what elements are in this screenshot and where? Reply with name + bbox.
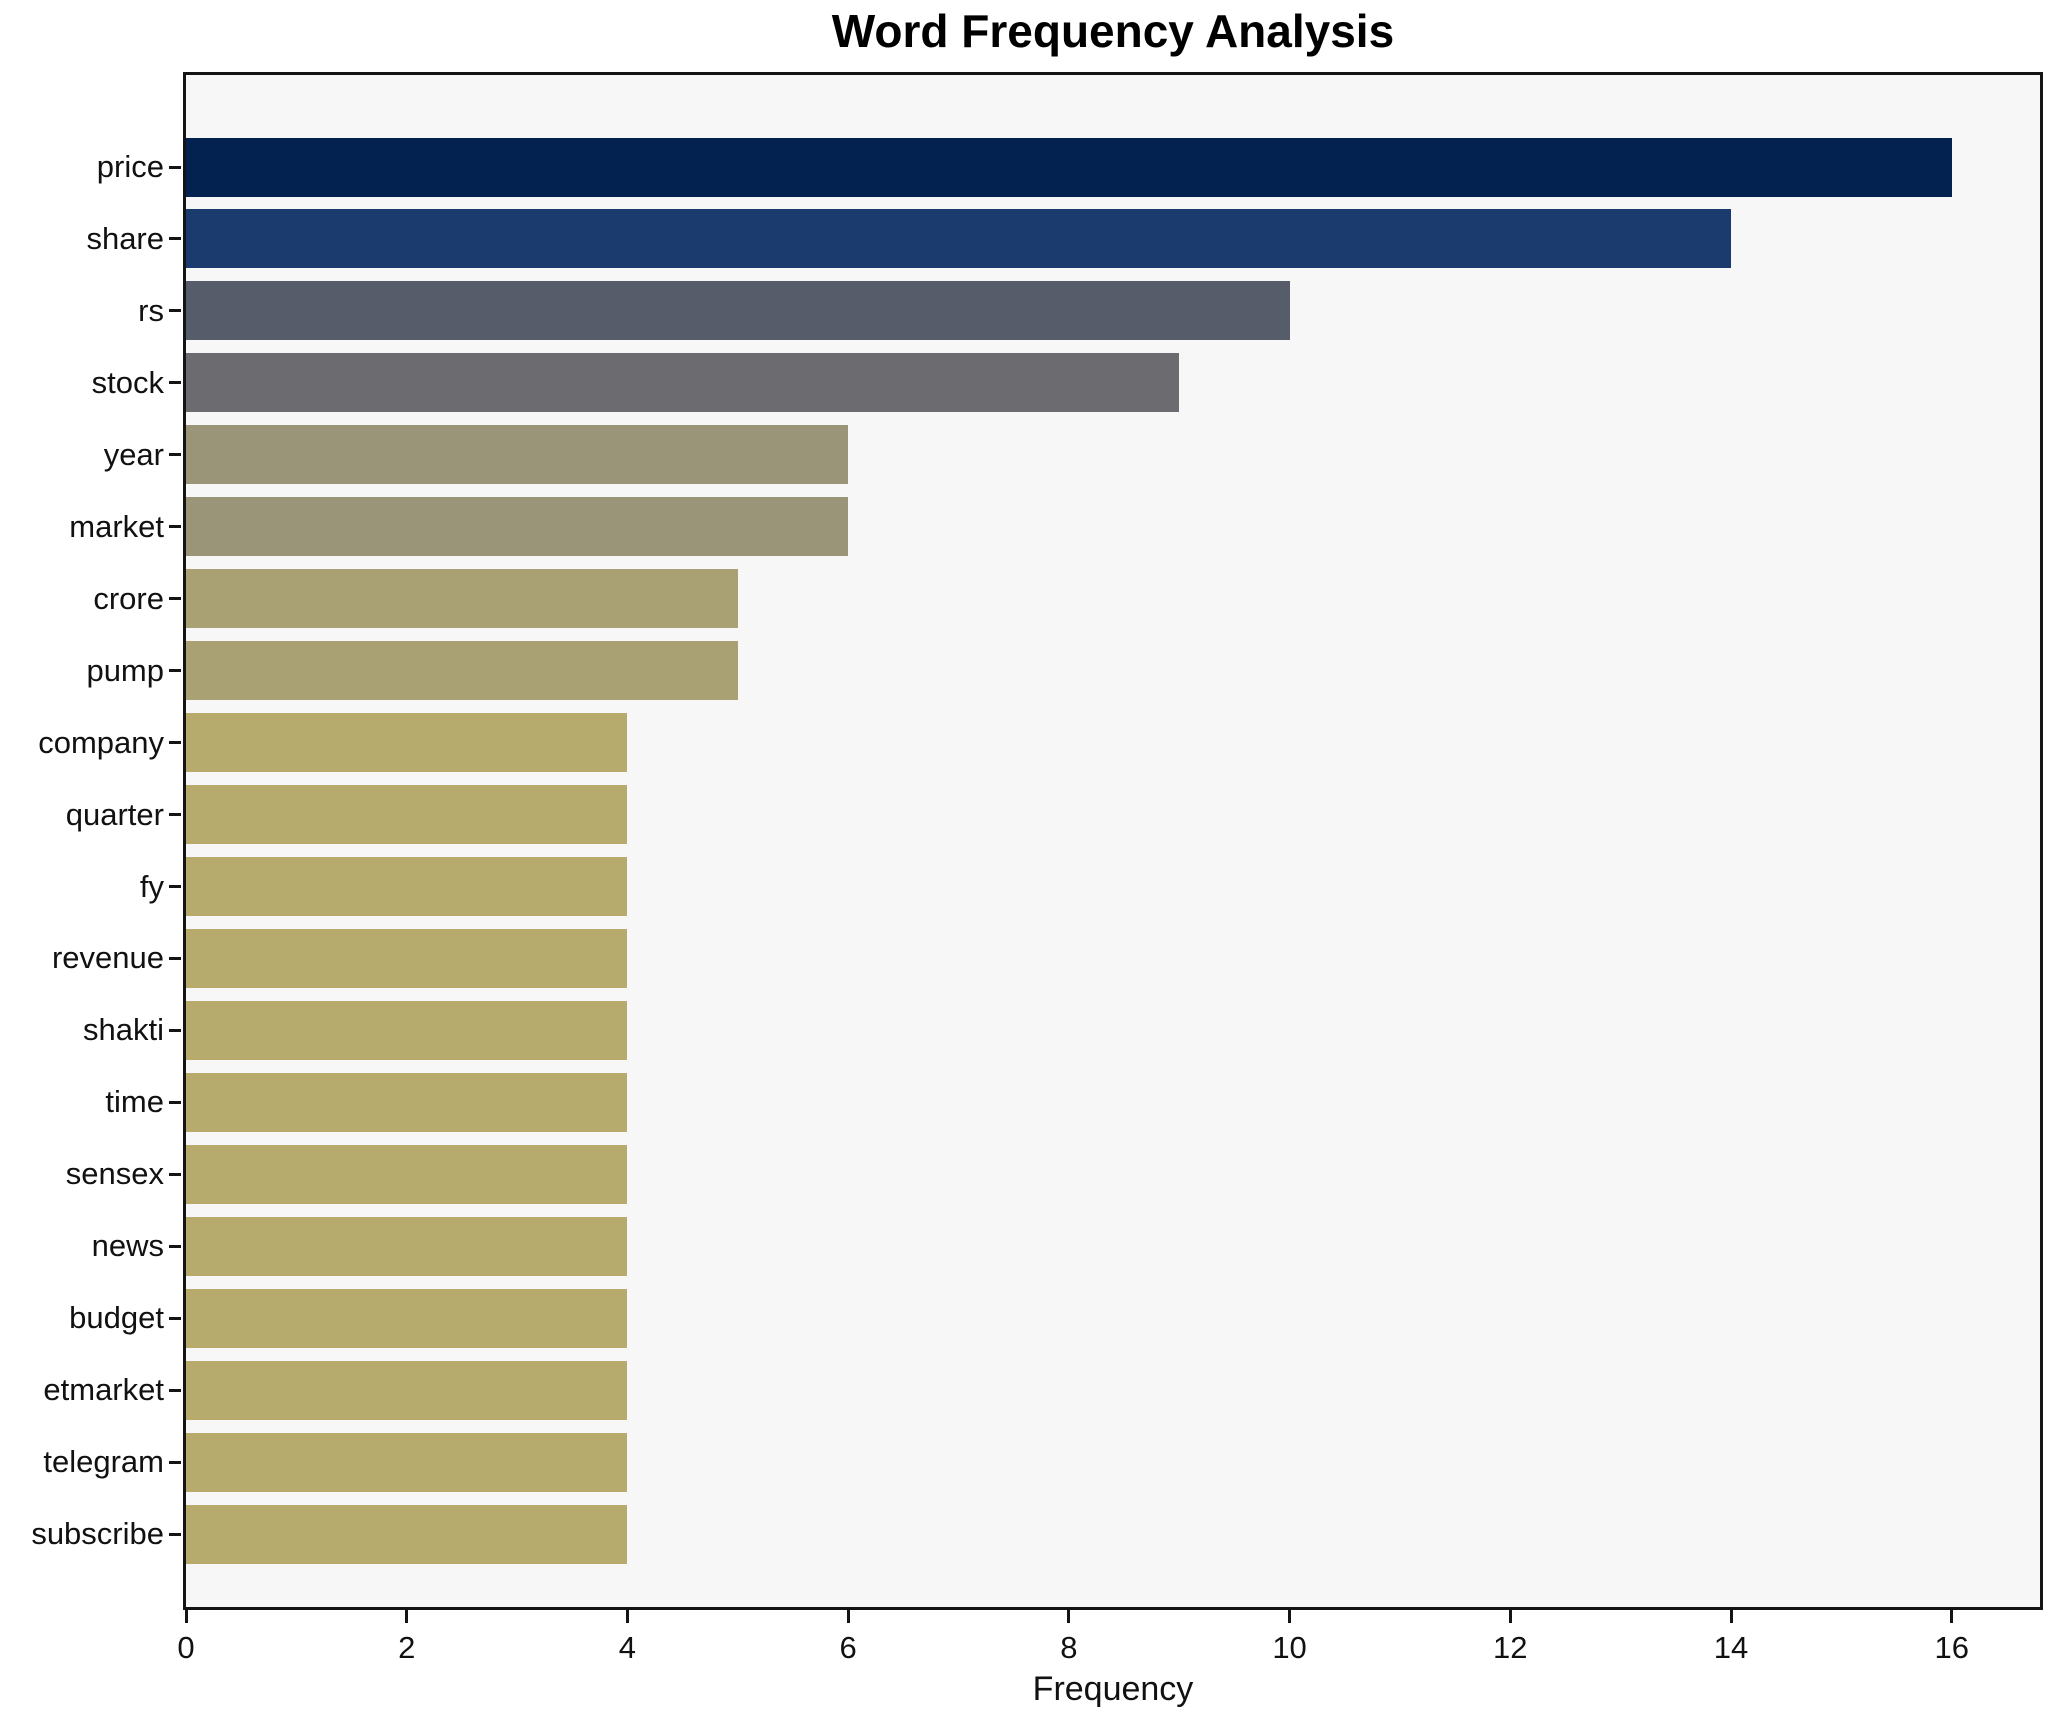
y-tick-label-pump: pump — [86, 652, 164, 688]
x-tick-mark-16 — [1950, 1610, 1954, 1623]
x-tick-mark-12 — [1508, 1610, 1512, 1623]
y-tick-label-etmarket: etmarket — [43, 1372, 164, 1408]
bar-budget — [186, 1288, 628, 1348]
x-tick-label-16: 16 — [1934, 1630, 1969, 1665]
x-tick-label-2: 2 — [398, 1630, 416, 1665]
y-tick-mark — [169, 381, 181, 385]
y-tick-mark — [169, 1388, 181, 1392]
bar-pump — [186, 641, 738, 701]
bar-price — [186, 137, 1952, 197]
y-axis: price share rs stock year market crore pump comp… — [0, 75, 164, 1607]
bar-year — [186, 425, 849, 485]
x-tick-mark-10 — [1288, 1610, 1292, 1623]
y-tick-label-quarter: quarter — [65, 796, 164, 832]
y-tick-label-sensex: sensex — [65, 1156, 164, 1192]
bar-revenue — [186, 928, 628, 988]
y-tick-mark — [169, 453, 181, 457]
y-tick-mark — [169, 741, 181, 745]
y-tick-label-telegram: telegram — [43, 1444, 164, 1480]
x-tick-label-12: 12 — [1493, 1630, 1528, 1665]
bar-time — [186, 1072, 628, 1132]
y-tick-label-budget: budget — [69, 1300, 164, 1336]
y-tick-label-company: company — [38, 724, 164, 760]
y-tick-mark — [169, 885, 181, 888]
x-axis-label: Frequency — [1032, 1670, 1194, 1708]
y-tick-mark — [169, 237, 181, 241]
y-tick-label-news: news — [91, 1228, 164, 1264]
x-tick-label-10: 10 — [1272, 1630, 1307, 1665]
y-tick-mark — [169, 813, 181, 817]
x-tick-label-14: 14 — [1713, 1630, 1749, 1665]
y-tick-mark — [169, 669, 181, 673]
y-tick-mark — [169, 1316, 181, 1320]
x-tick-mark-14 — [1729, 1610, 1733, 1623]
y-tick-label-revenue: revenue — [51, 940, 164, 976]
bar-shakti — [186, 1000, 628, 1060]
bar-sensex — [186, 1144, 628, 1204]
x-tick-label-4: 4 — [618, 1630, 637, 1665]
y-tick-mark — [169, 1100, 181, 1104]
bar-news — [186, 1216, 628, 1276]
y-tick-label-market: market — [69, 508, 164, 544]
y-tick-mark — [169, 309, 181, 313]
y-tick-label-price: price — [96, 149, 164, 184]
y-tick-mark — [169, 1244, 181, 1248]
y-tick-mark — [169, 525, 181, 529]
y-tick-label-share: share — [86, 220, 164, 256]
y-tick-label-time: time — [105, 1084, 164, 1120]
bar-quarter — [186, 785, 628, 845]
bar-rs — [186, 281, 1290, 341]
bar-subscribe — [186, 1504, 628, 1564]
x-tick-mark-4 — [625, 1610, 629, 1623]
y-tick-mark — [169, 956, 181, 960]
bar-market — [186, 497, 849, 557]
chart-title: Word Frequency Analysis — [831, 5, 1395, 57]
y-tick-label-shakti: shakti — [83, 1012, 164, 1048]
y-tick-mark — [169, 597, 181, 601]
y-tick-label-rs: rs — [138, 292, 164, 328]
y-tick-mark — [169, 1028, 181, 1032]
bar-company — [186, 713, 628, 773]
x-tick-label-0: 0 — [177, 1630, 195, 1665]
bar-fy — [186, 857, 628, 916]
y-tick-label-stock: stock — [91, 364, 164, 400]
bar-telegram — [186, 1432, 628, 1492]
y-tick-label-subscribe: subscribe — [31, 1516, 164, 1552]
plot-area — [183, 72, 2043, 1610]
x-tick-label-8: 8 — [1060, 1630, 1078, 1665]
y-tick-mark — [169, 1172, 181, 1176]
bar-stock — [186, 353, 1180, 413]
y-tick-mark — [169, 165, 181, 169]
y-tick-label-fy: fy — [139, 868, 164, 904]
y-tick-label-crore: crore — [93, 580, 164, 616]
bar-etmarket — [186, 1360, 628, 1420]
x-tick-label-6: 6 — [839, 1630, 857, 1665]
x-tick-mark-0 — [184, 1610, 188, 1623]
bar-crore — [186, 569, 738, 629]
x-tick-mark-6 — [846, 1610, 850, 1623]
x-tick-mark-8 — [1067, 1610, 1071, 1623]
x-tick-mark-2 — [405, 1610, 409, 1623]
y-tick-mark — [169, 1532, 181, 1536]
y-tick-label-year: year — [103, 436, 164, 472]
bar-share — [186, 209, 1731, 269]
y-tick-mark — [169, 1460, 181, 1464]
